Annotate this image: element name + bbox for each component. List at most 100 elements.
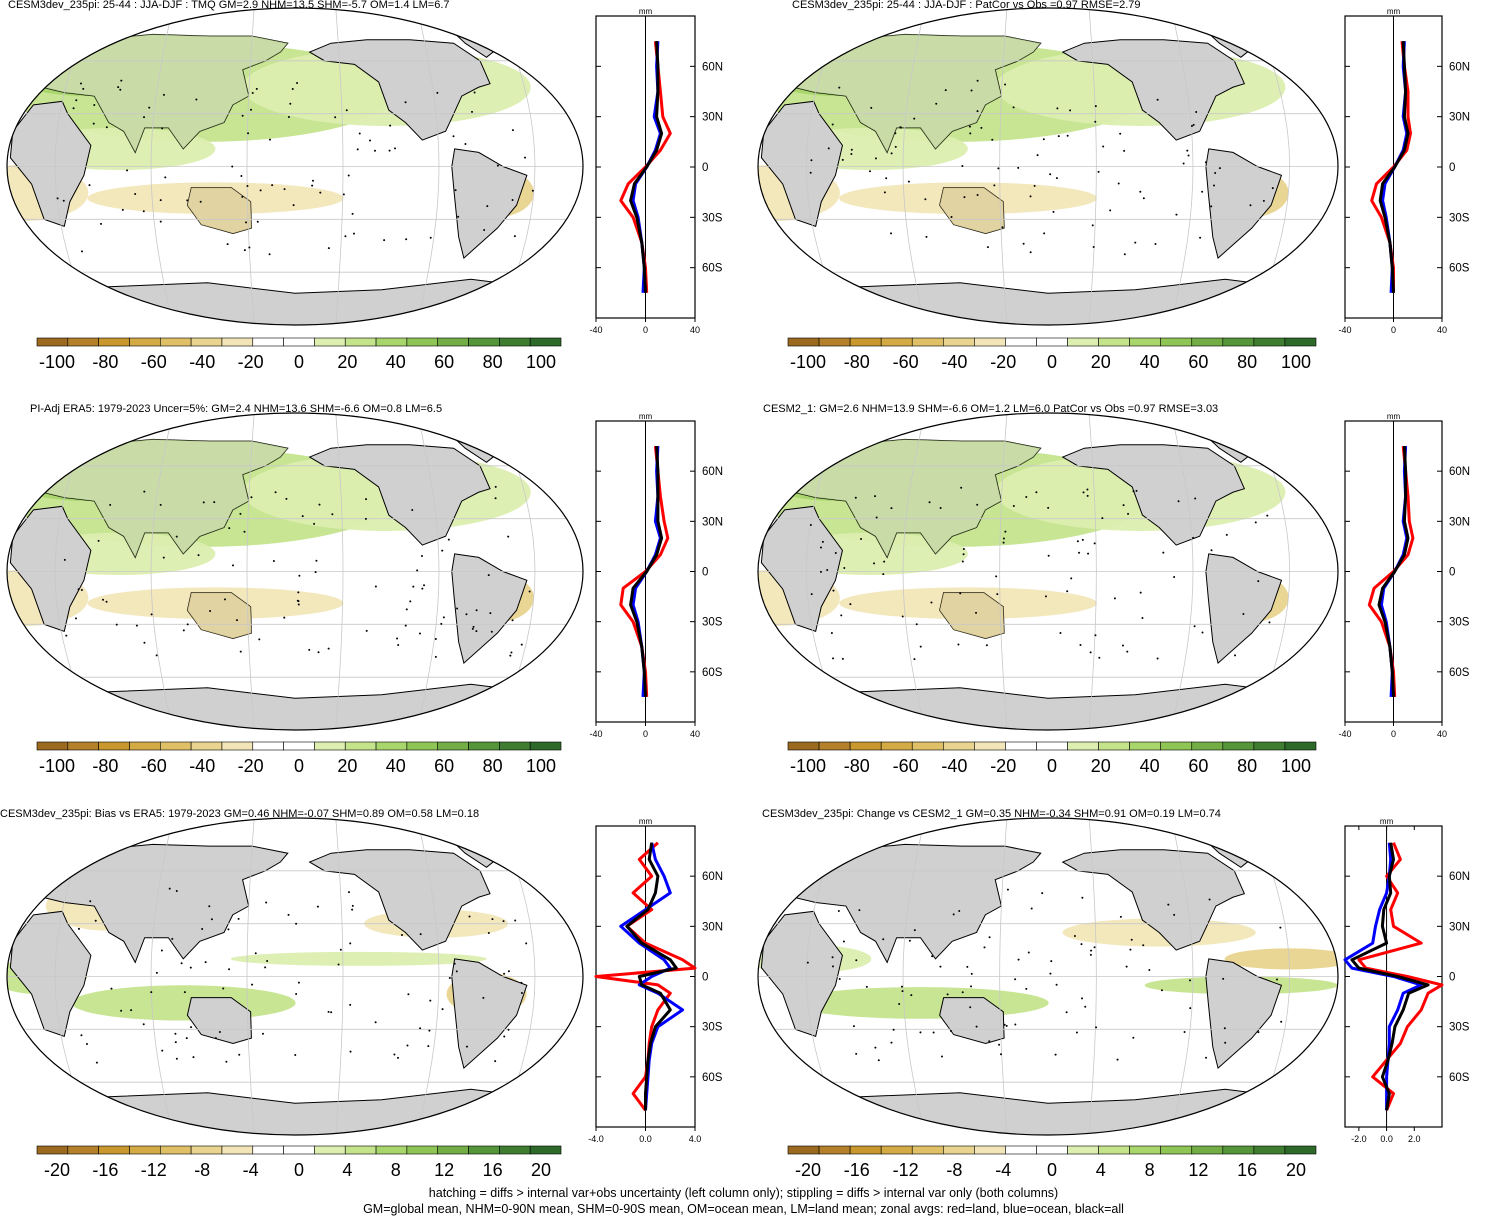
stipple-dot: [1192, 123, 1195, 126]
stipple-dot: [819, 546, 822, 549]
stipple-dot: [82, 87, 85, 90]
colorbar-tick-label: 8: [1145, 1160, 1155, 1180]
stipple-dot: [511, 619, 514, 622]
stipple-dot: [970, 985, 973, 988]
stipple-dot: [231, 165, 234, 168]
colorbar-tick-label: -40: [941, 756, 967, 776]
colorbar-tick-label: -20: [795, 1160, 821, 1180]
stipple-dot: [250, 108, 253, 111]
colorbar-tick-label: 100: [1281, 756, 1311, 776]
longitude-line: [999, 413, 1008, 730]
stipple-dot: [397, 643, 400, 646]
colorbar-tick-label: 60: [1188, 352, 1208, 372]
stipple-dot: [374, 585, 377, 588]
profile-line-all: [1377, 446, 1410, 697]
colorbar-swatch: [849, 337, 882, 347]
colorbar-tick-label: 0: [1047, 756, 1057, 776]
stipple-dot: [301, 515, 304, 518]
stipple-dot: [265, 901, 268, 904]
stipple-dot: [806, 961, 809, 964]
land-anomaly: [22, 439, 288, 558]
stipple-dot: [238, 1053, 241, 1056]
stipple-dot: [239, 512, 242, 515]
lat-tick-label: 60S: [1449, 1072, 1470, 1084]
landmass-africa: [9, 505, 92, 633]
stipple-dot: [939, 507, 942, 510]
x-tick-label: 0: [643, 325, 648, 335]
world-map: [6, 7, 584, 326]
stipple-dot: [155, 654, 158, 657]
stipple-dot: [860, 537, 863, 540]
stipple-dot: [256, 220, 259, 223]
stipple-dot: [440, 622, 443, 625]
colorbar-swatch: [529, 337, 562, 347]
lat-tick-label: 0: [702, 972, 708, 984]
colorbar-swatch: [1160, 1145, 1193, 1155]
x-tick-label: 0: [1391, 325, 1396, 335]
stipple-dot: [349, 942, 352, 945]
stipple-dot: [240, 175, 243, 178]
stipple-dot: [1102, 145, 1105, 148]
landmass-sam: [451, 148, 528, 260]
stipple-dot: [507, 535, 510, 538]
x-tick-label: -40: [589, 729, 602, 739]
colorbar-swatch: [36, 337, 69, 347]
stipple-dot: [1280, 1020, 1283, 1023]
stipple-dot: [1160, 989, 1163, 992]
profile-line-all: [629, 41, 664, 293]
stipple-dot: [201, 927, 204, 930]
stipple-dot: [1086, 488, 1089, 491]
stipple-dot: [520, 981, 523, 984]
zonal-profile: mm -40 0 40 60N 30N 0 30S 60S: [1338, 7, 1470, 335]
stipple-dot: [298, 574, 301, 577]
colorbar-swatch: [1222, 337, 1255, 347]
stipple-dot: [99, 222, 102, 225]
stipple-dot: [832, 589, 835, 592]
stipple-dot: [1097, 170, 1100, 173]
colorbar-swatch: [252, 741, 284, 751]
stipple-dot: [409, 600, 412, 603]
stipple-dot: [827, 147, 830, 150]
stipple-dot: [1205, 1056, 1208, 1059]
colorbar-swatch: [499, 337, 531, 347]
stipple-dot: [1127, 512, 1130, 515]
stipple-dot: [454, 189, 457, 192]
stipple-dot: [1002, 541, 1005, 544]
colorbar-tick-label: -16: [92, 1160, 118, 1180]
colorbar-swatch: [499, 741, 531, 751]
stipple-dot: [351, 908, 354, 911]
colorbar-swatch: [314, 1145, 346, 1155]
stipple-dot: [1183, 1030, 1186, 1033]
stipple-dot: [1004, 83, 1007, 86]
stipple-dot: [1218, 167, 1221, 170]
colorbar-tick-label: 16: [483, 1160, 503, 1180]
stipple-dot: [295, 922, 298, 925]
stipple-dot: [944, 89, 947, 92]
stipple-dot: [1275, 978, 1278, 981]
stipple-dot: [337, 963, 340, 966]
colorbar-swatch: [1253, 741, 1286, 751]
stipple-dot: [374, 1021, 377, 1024]
stipple-dot: [907, 180, 910, 183]
stipple-dot: [840, 614, 843, 617]
stipple-dot: [251, 92, 254, 95]
stipple-dot: [1123, 149, 1126, 152]
x-tick-label: 2.0: [1408, 1134, 1421, 1144]
stipple-dot: [1201, 631, 1204, 634]
stipple-dot: [447, 538, 450, 541]
colorbar-swatch: [344, 741, 377, 751]
stipple-dot: [988, 1040, 991, 1043]
stipple-dot: [148, 106, 151, 109]
lat-tick-label: 60S: [702, 1072, 723, 1084]
stipple-dot: [865, 985, 868, 988]
stipple-dot: [486, 205, 489, 208]
colorbar-tick-label: 80: [483, 352, 503, 372]
panel-title: PI-Adj ERA5: 1979-2023 Uncer=5%: GM=2.4 …: [30, 403, 443, 415]
stipple-dot: [254, 952, 257, 955]
colorbar: -100 -80 -60 -40 -20 0 20 40 60 80 100: [36, 337, 562, 372]
landmass-sam: [451, 553, 528, 665]
stipple-dot: [968, 125, 971, 128]
stipple-dot: [80, 1034, 83, 1037]
colorbar-tick-label: -60: [893, 756, 919, 776]
x-tick-label: 0: [1391, 729, 1396, 739]
